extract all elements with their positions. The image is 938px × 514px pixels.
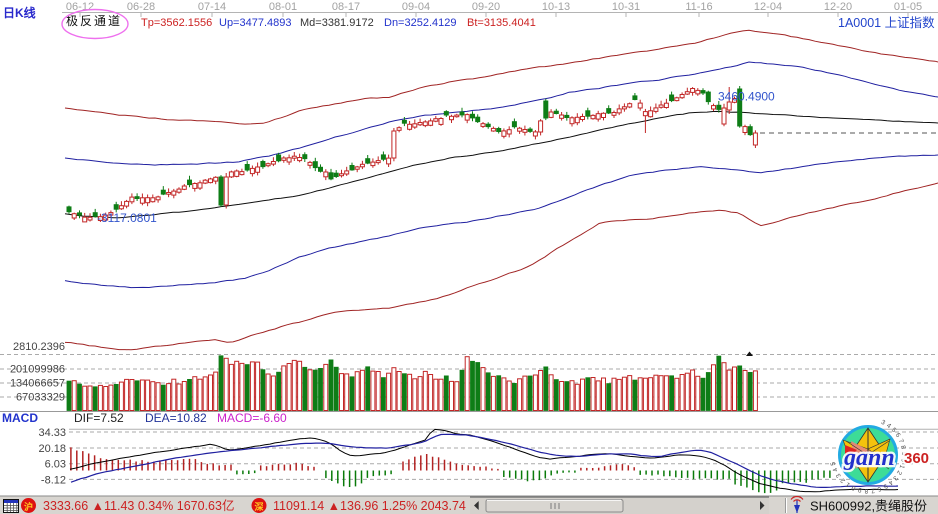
svg-text:-8.12: -8.12: [41, 474, 66, 486]
svg-text:360: 360: [904, 450, 929, 467]
svg-text:08-17: 08-17: [332, 1, 360, 13]
svg-text:1A0001 上证指数: 1A0001 上证指数: [838, 15, 935, 30]
svg-text:9: 9: [900, 452, 907, 456]
svg-text:MACD: MACD: [2, 411, 38, 425]
svg-text:DEA=10.82: DEA=10.82: [145, 411, 207, 425]
svg-text:12-20: 12-20: [824, 1, 852, 13]
svg-text:2810.2396: 2810.2396: [13, 341, 65, 353]
svg-text:134066657: 134066657: [10, 378, 65, 390]
svg-text:4: 4: [832, 466, 840, 473]
svg-text:20.18: 20.18: [38, 443, 66, 455]
svg-text:Md=3381.9172: Md=3381.9172: [300, 17, 374, 29]
svg-text:09-04: 09-04: [402, 1, 430, 13]
svg-text:日K线: 日K线: [3, 5, 36, 20]
svg-text:11091.14 ▲136.96 1.25% 2043.74: 11091.14 ▲136.96 1.25% 2043.74: [273, 499, 466, 513]
svg-text:12-04: 12-04: [754, 1, 782, 13]
svg-text:5: 5: [890, 427, 898, 435]
svg-text:3: 3: [880, 419, 887, 427]
svg-text:-3117.0801: -3117.0801: [97, 211, 157, 225]
svg-text:1: 1: [897, 464, 905, 470]
svg-text:8: 8: [864, 487, 868, 494]
svg-text:4: 4: [887, 479, 895, 487]
svg-text:4: 4: [885, 422, 892, 430]
svg-text:gann: gann: [843, 445, 895, 471]
svg-text:67033329: 67033329: [16, 392, 65, 404]
svg-text:Bt=3135.4041: Bt=3135.4041: [467, 17, 536, 29]
svg-text:极反通道: 极反通道: [66, 14, 122, 28]
svg-text:01-05: 01-05: [894, 1, 922, 13]
svg-text:6: 6: [876, 485, 882, 493]
svg-text:沪: 沪: [24, 501, 33, 512]
svg-text:7: 7: [897, 438, 905, 444]
svg-text:Tp=3562.1556: Tp=3562.1556: [141, 17, 212, 29]
svg-text:6: 6: [894, 432, 902, 439]
svg-text:0: 0: [850, 483, 857, 491]
svg-text:10-31: 10-31: [612, 1, 640, 13]
svg-text:5: 5: [830, 461, 838, 467]
svg-text:DIF=7.52: DIF=7.52: [74, 411, 124, 425]
svg-text:2: 2: [895, 469, 903, 476]
svg-text:6.03: 6.03: [45, 459, 66, 471]
svg-text:07-14: 07-14: [198, 1, 226, 13]
svg-text:Dn=3252.4129: Dn=3252.4129: [384, 17, 456, 29]
svg-text:8: 8: [899, 445, 907, 450]
svg-text:深: 深: [254, 501, 263, 512]
svg-text:Up=3477.4893: Up=3477.4893: [219, 17, 291, 29]
svg-text:34.33: 34.33: [38, 427, 66, 439]
svg-text:201099986: 201099986: [10, 364, 65, 376]
svg-text:7: 7: [870, 486, 875, 493]
svg-text:09-20: 09-20: [472, 1, 500, 13]
svg-text:9: 9: [857, 486, 862, 494]
svg-text:10-13: 10-13: [542, 1, 570, 13]
svg-text:1: 1: [844, 480, 851, 488]
svg-text:08-01: 08-01: [269, 1, 297, 13]
svg-text:5: 5: [882, 482, 889, 490]
svg-text:gann: gann: [843, 445, 895, 471]
svg-text:11-16: 11-16: [685, 1, 712, 13]
svg-text:360: 360: [904, 450, 929, 467]
svg-text:06-28: 06-28: [127, 1, 155, 13]
svg-text:3: 3: [835, 472, 843, 479]
svg-text:3: 3: [891, 474, 899, 482]
svg-text:3333.66 ▲11.43 0.34% 1670.63亿: 3333.66 ▲11.43 0.34% 1670.63亿: [43, 498, 234, 513]
svg-text:MACD=-6.60: MACD=-6.60: [217, 411, 287, 425]
svg-text:SH600992,贵绳股份: SH600992,贵绳股份: [810, 499, 927, 514]
svg-text:2: 2: [839, 476, 847, 484]
svg-text:0: 0: [899, 458, 906, 463]
svg-text:3460.4900: 3460.4900: [718, 90, 775, 104]
